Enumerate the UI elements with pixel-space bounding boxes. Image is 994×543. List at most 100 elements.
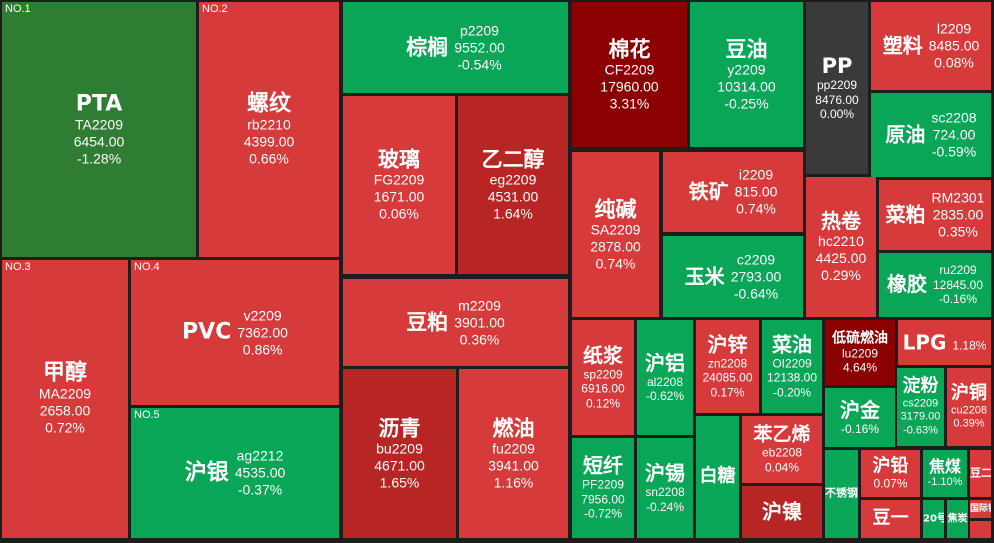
tile-fu2209[interactable]: 燃油 fu2209 3941.00 1.16% xyxy=(459,369,568,538)
tile-ma2209[interactable]: NO.3 甲醇 MA2209 2658.00 0.72% xyxy=(2,260,128,538)
commodity-name: 沪金 xyxy=(840,397,880,422)
contract-code: sn2208 xyxy=(645,484,685,499)
change-percent: 1.18% xyxy=(952,338,987,352)
commodity-name: 低硫燃油 xyxy=(832,329,888,346)
last-price: 8476.00 xyxy=(815,92,859,107)
commodity-name: 乙二醇 xyxy=(481,147,545,172)
tile-item-40[interactable]: 豆一 xyxy=(861,500,920,538)
last-price: 4671.00 xyxy=(374,457,425,474)
change-percent: -0.63% xyxy=(903,424,938,437)
contract-code: rb2210 xyxy=(247,116,291,133)
last-price: 4399.00 xyxy=(243,133,295,150)
contract-code: TA2209 xyxy=(75,116,123,133)
tile-y2209[interactable]: 豆油 y2209 10314.00 -0.25% xyxy=(690,2,803,147)
last-price: 724.00 xyxy=(932,126,976,143)
contract-code: zn2208 xyxy=(707,356,748,371)
commodity-name: 燃油 xyxy=(492,415,535,440)
contract-code: i2209 xyxy=(738,166,774,183)
change-percent: 0.74% xyxy=(595,255,636,272)
tile-v2209[interactable]: NO.4 PVC v2209 7362.00 0.86% xyxy=(131,260,339,405)
commodity-name: 纯碱 xyxy=(594,196,637,221)
tile-p2209[interactable]: 棕榈 p2209 9552.00 -0.54% xyxy=(343,2,568,93)
contract-code: sc2208 xyxy=(931,109,977,126)
change-percent: 0.29% xyxy=(821,267,861,284)
tile-lu2209[interactable]: 低硫燃油 lu2209 4.64% xyxy=(825,320,895,385)
tile-item-43[interactable]: 国际铜 xyxy=(970,500,991,518)
last-price: 3179.00 xyxy=(900,410,941,423)
tile-pf2209[interactable]: 短纤 PF2209 7956.00 -0.72% xyxy=(572,438,634,538)
tile-item-41[interactable]: 20号胶 xyxy=(923,500,944,538)
tile-item-24[interactable]: LPG 1.18% xyxy=(898,320,991,365)
tile-rb2210[interactable]: NO.2 螺纹 rb2210 4399.00 0.66% xyxy=(199,2,339,257)
tile-item-32[interactable]: 沪金 -0.16% xyxy=(825,388,895,447)
tile-oi2209[interactable]: 菜油 OI2209 12138.00 -0.20% xyxy=(762,320,822,413)
change-percent: -1.28% xyxy=(76,150,122,167)
commodity-name: 白糖 xyxy=(699,465,736,487)
tile-cu2208[interactable]: 沪铜 cu2208 0.39% xyxy=(947,368,991,446)
commodity-name: 豆粕 xyxy=(406,310,449,335)
tile-m2209[interactable]: 豆粕 m2209 3901.00 0.36% xyxy=(343,279,568,366)
tile-ag2212[interactable]: NO.5 沪银 ag2212 4535.00 -0.37% xyxy=(131,408,339,538)
change-percent: -0.25% xyxy=(724,95,769,112)
tile-blank-44[interactable] xyxy=(970,521,991,538)
tile-c2209[interactable]: 玉米 c2209 2793.00 -0.64% xyxy=(663,236,803,317)
tile-item-36[interactable]: 不锈钢 xyxy=(825,450,858,538)
commodity-name: 沪铅 xyxy=(872,454,909,476)
commodity-name: 棕榈 xyxy=(406,35,449,60)
tile-eb2208[interactable]: 苯乙烯 eb2208 0.04% xyxy=(742,416,822,483)
last-price: 17960.00 xyxy=(600,78,659,95)
contract-code: sp2209 xyxy=(583,367,623,382)
contract-code: OI2209 xyxy=(772,356,812,371)
tile-item-42[interactable]: 焦炭 xyxy=(947,500,968,538)
commodity-name: 沪铜 xyxy=(951,382,987,404)
change-percent: 0.36% xyxy=(459,331,500,348)
commodity-name: 沪铝 xyxy=(645,350,685,375)
tile-item-35[interactable]: 沪镍 xyxy=(742,486,822,538)
tile-sc2208[interactable]: 原油 sc2208 724.00 -0.59% xyxy=(871,93,991,177)
tile-sp2209[interactable]: 纸浆 sp2209 6916.00 0.12% xyxy=(572,320,634,435)
change-percent: 3.31% xyxy=(609,95,650,112)
tile-item-30[interactable]: 白糖 xyxy=(696,416,739,538)
tile-al2208[interactable]: 沪铝 al2208 -0.62% xyxy=(637,320,693,435)
tile-bu2209[interactable]: 沥青 bu2209 4671.00 1.65% xyxy=(343,369,456,538)
contract-code: eb2208 xyxy=(761,445,803,460)
tile-fg2209[interactable]: 玻璃 FG2209 1671.00 0.06% xyxy=(343,96,455,274)
tile-cs2209[interactable]: 淀粉 cs2209 3179.00 -0.63% xyxy=(897,368,944,446)
commodity-name: 菜油 xyxy=(772,332,812,357)
tile-zn2208[interactable]: 沪锌 zn2208 24085.00 0.17% xyxy=(696,320,759,413)
commodity-name: 玉米 xyxy=(684,263,725,288)
contract-code: m2209 xyxy=(458,296,501,313)
tile-sa2209[interactable]: 纯碱 SA2209 2878.00 0.74% xyxy=(572,152,659,317)
tile-i2209[interactable]: 铁矿 i2209 815.00 0.74% xyxy=(663,152,803,232)
tile-rm2301[interactable]: 菜粕 RM2301 2835.00 0.35% xyxy=(879,180,991,250)
commodity-name: 玻璃 xyxy=(378,147,420,172)
contract-code: MA2209 xyxy=(38,386,92,403)
tile-item-37[interactable]: 沪铅 0.07% xyxy=(861,450,920,497)
contract-code: fu2209 xyxy=(492,439,535,456)
tile-hc2210[interactable]: 热卷 hc2210 4425.00 0.29% xyxy=(806,177,876,317)
change-percent: 0.86% xyxy=(242,341,283,358)
commodity-name: 原油 xyxy=(885,122,926,147)
tile-l2209[interactable]: 塑料 l2209 8485.00 0.08% xyxy=(871,2,991,90)
rank-label: NO.4 xyxy=(134,261,160,273)
tile-cf2209[interactable]: 棉花 CF2209 17960.00 3.31% xyxy=(572,2,687,147)
commodity-name: 淀粉 xyxy=(902,375,939,397)
tile-item-38[interactable]: 焦煤 -1.10% xyxy=(923,450,967,497)
commodity-name: PTA xyxy=(75,91,123,117)
commodity-name: 菜粕 xyxy=(885,202,926,227)
contract-code: al2208 xyxy=(646,374,684,389)
last-price: 4535.00 xyxy=(234,464,286,481)
change-percent: 0.06% xyxy=(379,205,419,222)
contract-code: SA2209 xyxy=(590,220,641,237)
commodity-name: 甲醇 xyxy=(42,360,87,386)
tile-item-39[interactable]: 豆二 xyxy=(970,450,991,497)
tile-eg2209[interactable]: 乙二醇 eg2209 4531.00 1.64% xyxy=(458,96,568,274)
tile-pp2209[interactable]: PP pp2209 8476.00 0.00% xyxy=(806,2,868,174)
rank-label: NO.5 xyxy=(134,409,160,421)
last-price: 815.00 xyxy=(734,183,778,200)
tile-ta2209[interactable]: NO.1 PTA TA2209 6454.00 -1.28% xyxy=(2,2,196,257)
commodity-name: 沪镍 xyxy=(762,499,802,524)
tile-ru2209[interactable]: 橡胶 ru2209 12845.00 -0.16% xyxy=(879,253,991,317)
last-price: 9552.00 xyxy=(454,38,505,55)
tile-sn2208[interactable]: 沪锡 sn2208 -0.24% xyxy=(637,438,693,538)
